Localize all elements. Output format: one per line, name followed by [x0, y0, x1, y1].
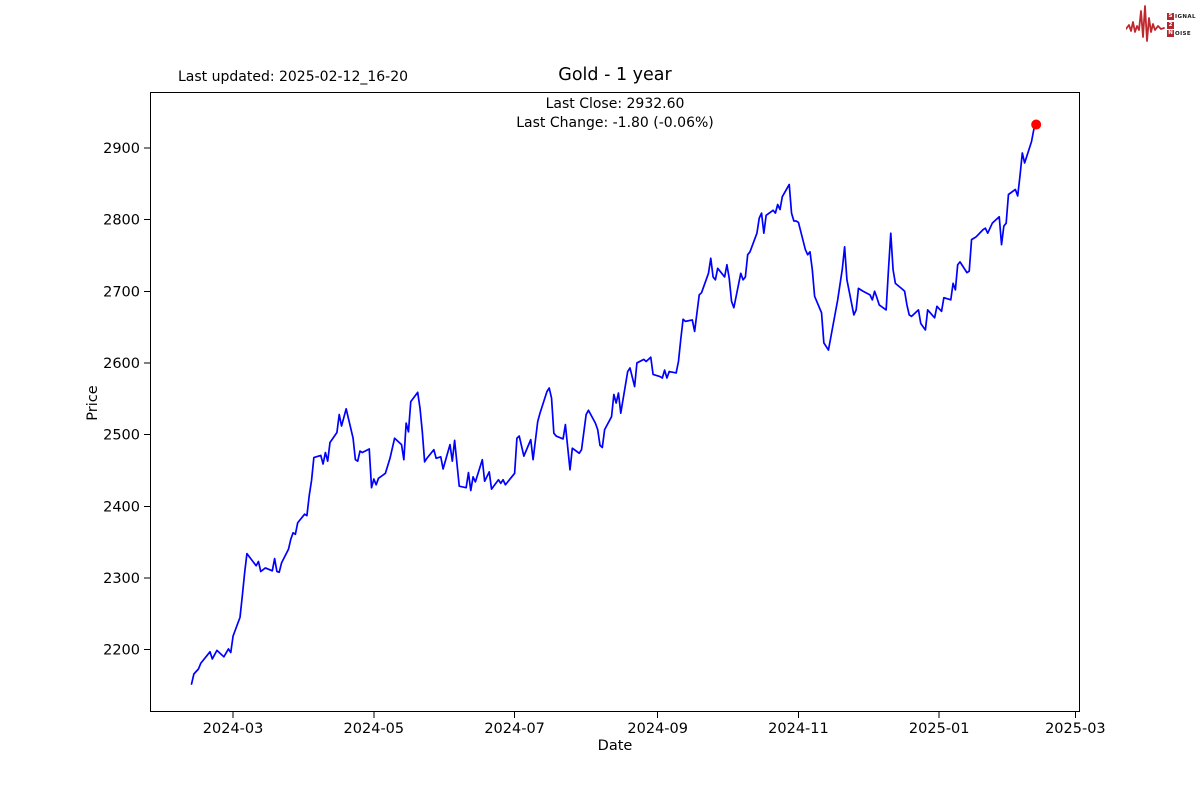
y-tick-label: 2500: [103, 428, 140, 444]
price-line: [190, 123, 1038, 685]
last-updated-text: Last updated: 2025-02-12_16-20: [178, 69, 409, 85]
y-tick-label: 2700: [103, 284, 140, 300]
logo-letter-2: 2: [1167, 21, 1174, 29]
chart-title: Gold - 1 year: [558, 65, 672, 85]
axes-box: [150, 92, 1080, 712]
last-close-annotation: Last Close: 2932.60: [545, 96, 685, 112]
last-change-annotation: Last Change: -1.80 (-0.06%): [516, 115, 714, 131]
y-tick-label: 2900: [103, 141, 140, 157]
x-tick-label: 2024-11: [768, 721, 829, 737]
y-tick-label: 2600: [103, 356, 140, 372]
x-tick-label: 2025-01: [909, 721, 970, 737]
logo-word-noise: OISE: [1175, 30, 1192, 37]
y-tick-label: 2200: [103, 643, 140, 659]
y-tick-label: 2800: [103, 213, 140, 229]
x-tick-label: 2024-07: [484, 721, 545, 737]
y-tick-label: 2300: [103, 571, 140, 587]
logo-letter-s: S: [1167, 13, 1174, 20]
x-tick-label: 2024-05: [344, 721, 405, 737]
logo-word-signal: IGNAL: [1175, 13, 1196, 20]
heartbeat-waveform-icon: [1126, 5, 1165, 42]
x-tick-label: 2024-09: [627, 721, 688, 737]
y-axis-label: Price: [85, 385, 101, 421]
x-axis-label: Date: [597, 738, 633, 754]
x-tick-label: 2025-03: [1045, 721, 1106, 737]
x-tick-label: 2024-03: [203, 721, 264, 737]
annotation-block: Last Close: 2932.60 Last Change: -1.80 (…: [150, 95, 1080, 133]
last-price-marker: [1031, 119, 1042, 130]
signal2noise-logo: S IGNAL 2 N OISE: [1126, 3, 1198, 47]
logo-letter-n: N: [1167, 30, 1174, 37]
logo-text: S IGNAL 2 N OISE: [1167, 13, 1196, 37]
y-tick-label: 2400: [103, 499, 140, 515]
